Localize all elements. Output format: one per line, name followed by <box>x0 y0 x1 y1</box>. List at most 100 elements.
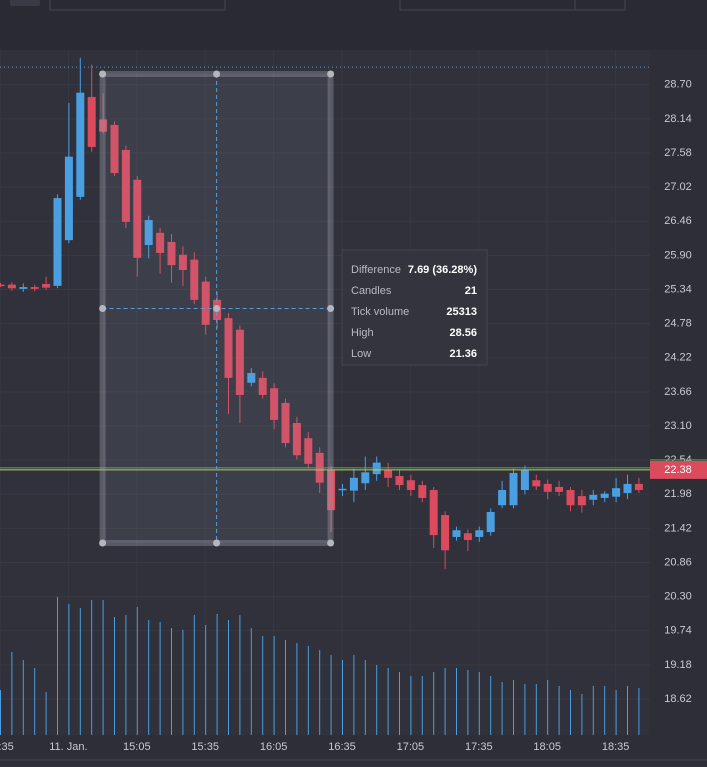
candle-body <box>99 119 108 132</box>
measure-tooltip <box>341 249 488 366</box>
candle-body <box>543 483 552 492</box>
candle-body <box>418 485 427 498</box>
y-tick-label: 21.98 <box>664 488 692 500</box>
candle-body <box>292 422 301 456</box>
y-tick-label: 25.34 <box>664 283 692 295</box>
measure-handle[interactable] <box>99 70 107 78</box>
candle-body <box>520 469 529 491</box>
candle-body <box>190 259 199 300</box>
toolbar-field[interactable] <box>49 0 226 11</box>
y-tick-label: 25.90 <box>664 249 692 261</box>
candle-body <box>509 472 518 506</box>
candle-body <box>247 372 256 383</box>
plot <box>0 57 650 735</box>
x-tick-label: 11. Jan. <box>49 741 87 753</box>
measure-handle[interactable] <box>213 539 221 547</box>
y-tick-label: 23.10 <box>664 420 692 432</box>
axes: 18.6219.1819.7420.3020.8621.4221.9822.54… <box>0 79 707 753</box>
candle-body <box>441 514 450 551</box>
measure-handle[interactable] <box>327 70 335 78</box>
x-tick-label: 18:05 <box>533 741 561 753</box>
plot-area <box>0 50 650 735</box>
candle-body <box>30 287 39 289</box>
x-tick-label: 15:35 <box>191 741 219 753</box>
candle-body <box>566 490 575 506</box>
tooltip-value: 21.36 <box>449 348 477 360</box>
measure-handle[interactable] <box>327 305 335 312</box>
x-tick-label: 16:35 <box>328 741 356 753</box>
tooltip-label: Low <box>351 348 371 360</box>
measure-handle[interactable] <box>213 70 221 78</box>
candle-body <box>634 483 643 491</box>
candle-body <box>87 96 96 147</box>
candle-body <box>42 284 51 288</box>
candle-body <box>338 488 347 491</box>
candle-body <box>133 179 142 258</box>
candle-body <box>64 156 73 241</box>
candle-body <box>327 469 336 511</box>
y-tick-label: 19.74 <box>664 625 692 637</box>
measure-handle[interactable] <box>99 305 107 312</box>
candle-body <box>395 475 404 486</box>
measure-handle[interactable] <box>327 539 335 547</box>
candle-body <box>110 124 119 174</box>
candle-body <box>623 483 632 494</box>
y-tick-label: 19.18 <box>664 659 692 671</box>
y-tick-label: 18.62 <box>664 693 692 705</box>
tooltip-value: 28.56 <box>449 327 477 339</box>
candle-body <box>612 488 621 497</box>
x-tick-label: 18:35 <box>602 741 630 753</box>
grid <box>0 50 650 735</box>
candle-body <box>167 241 176 266</box>
toolbar-field[interactable] <box>574 0 626 11</box>
candle-body <box>304 438 313 464</box>
candle-body <box>144 220 153 246</box>
y-tick-label: 27.58 <box>664 147 692 159</box>
x-tick-label: 15:35 <box>0 741 14 753</box>
y-tick-label: 24.22 <box>664 352 692 364</box>
tooltip-value: 7.69 (36.28%) <box>408 264 477 276</box>
tooltip-value: 25313 <box>446 306 477 318</box>
y-tick-label: 26.46 <box>664 215 692 227</box>
last-price-box <box>650 460 707 479</box>
candle-body <box>429 490 438 536</box>
y-tick-label: 28.70 <box>664 79 692 91</box>
candle-body <box>235 329 244 395</box>
y-tick-label: 21.42 <box>664 522 692 534</box>
candle-body <box>475 530 484 537</box>
x-tick-label: 17:35 <box>465 741 493 753</box>
measure-handle[interactable] <box>213 305 221 312</box>
candle-body <box>178 254 187 271</box>
measure-handle[interactable] <box>99 539 107 547</box>
candle-body <box>156 232 165 253</box>
x-tick-label: 15:05 <box>123 741 151 753</box>
x-tick-label: 17:05 <box>397 741 425 753</box>
candle-body <box>76 92 85 197</box>
candle-body <box>53 198 62 286</box>
overlay: Difference 7.69 (36.28%) Candles 21 Tick vol… <box>99 70 488 547</box>
candle-body <box>19 287 28 289</box>
candle-body <box>589 494 598 500</box>
candle-body <box>384 469 393 478</box>
tooltip-value: 21 <box>465 285 477 297</box>
candle-body <box>600 493 609 498</box>
candle-body <box>463 533 472 540</box>
y-tick-label: 20.30 <box>664 591 692 603</box>
toolbar <box>0 0 707 50</box>
candle-body <box>406 480 415 491</box>
candle-body <box>224 318 233 378</box>
tooltip-label: Candles <box>351 285 392 297</box>
candle-body <box>201 281 210 325</box>
candle-body <box>281 402 290 444</box>
x-tick-label: 16:05 <box>260 741 288 753</box>
candle-body <box>498 490 507 506</box>
y-tick-label: 28.14 <box>664 113 692 125</box>
y-tick-label: 24.78 <box>664 318 692 330</box>
y-tick-label: 27.02 <box>664 181 692 193</box>
y-tick-label: 23.66 <box>664 386 692 398</box>
candle-body <box>532 480 541 487</box>
candle-body <box>0 284 5 287</box>
toolbar-button[interactable] <box>10 0 40 6</box>
